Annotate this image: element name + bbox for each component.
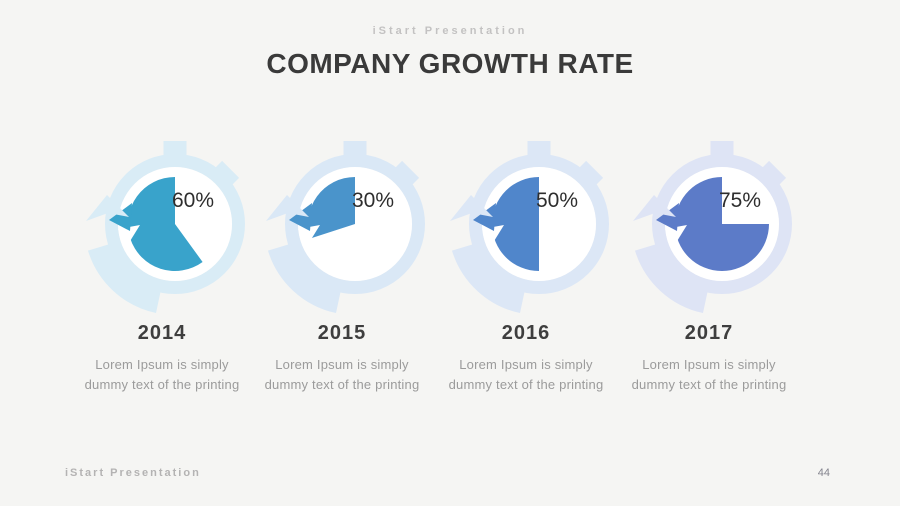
stopwatch-ring <box>285 154 425 294</box>
description-line-2: dummy text of the printing <box>264 377 420 392</box>
gauge-percent: 75% <box>719 189 762 212</box>
year-label: 2015 <box>317 322 367 344</box>
pie-sector <box>308 177 355 239</box>
stopwatch-stem <box>527 141 551 157</box>
stopwatch-icon <box>266 141 425 314</box>
page-title: COMPANY GROWTH RATE <box>266 48 634 79</box>
description-line-2: dummy text of the printing <box>631 377 787 392</box>
description-line-2: dummy text of the printing <box>84 377 240 392</box>
arrow-head-icon <box>633 195 676 221</box>
pie-beak <box>109 203 132 231</box>
gauge-caption-2014: 2014 Lorem Ipsum is simply dummy text of… <box>67 322 257 395</box>
pie-sector <box>675 177 769 271</box>
gauge-caption-2017: 2017 Lorem Ipsum is simply dummy text of… <box>614 322 804 395</box>
pie-notch <box>118 225 140 246</box>
pie-notch <box>665 225 687 246</box>
gauge-percent: 50% <box>536 189 579 212</box>
pie-beak <box>656 203 679 231</box>
stopwatch-side-button <box>212 160 240 188</box>
description-line-1: Lorem Ipsum is simply <box>95 357 229 372</box>
description-line-1: Lorem Ipsum is simply <box>642 357 776 372</box>
stopwatch-side-button <box>392 160 420 188</box>
circular-arrow-shaft <box>634 243 708 314</box>
gauge-percent: 30% <box>352 189 395 212</box>
stopwatch-gauge-2017: 75% <box>627 127 817 317</box>
stopwatch-stem <box>710 141 734 157</box>
slide-kicker: iStart Presentation <box>372 25 528 37</box>
pie-beak <box>289 203 312 231</box>
circular-arrow-shaft <box>451 243 525 314</box>
stopwatch-side-button <box>759 160 787 188</box>
description-line-2: dummy text of the printing <box>448 377 604 392</box>
stopwatch-icon <box>86 141 245 314</box>
stopwatch-ring <box>652 154 792 294</box>
stopwatch-gauge-2014: 60% <box>80 127 270 317</box>
stopwatch-ring <box>105 154 245 294</box>
footer-brand: iStart Presentation <box>65 467 201 479</box>
pie-beak <box>473 203 496 231</box>
pie-notch <box>482 225 504 246</box>
stopwatch-icon <box>450 141 609 314</box>
description-line-1: Lorem Ipsum is simply <box>275 357 409 372</box>
pie-sector <box>127 176 203 271</box>
stopwatch-gauge-2016: 50% <box>444 127 634 317</box>
year-label: 2017 <box>684 322 734 344</box>
year-label: 2014 <box>137 322 187 344</box>
gauge-percent: 60% <box>172 189 215 212</box>
page-number: 44 <box>817 467 830 479</box>
arrow-head-icon <box>86 195 129 221</box>
year-label: 2016 <box>501 322 551 344</box>
stopwatch-ring <box>469 154 609 294</box>
pie-notch <box>298 225 320 246</box>
description-line-1: Lorem Ipsum is simply <box>459 357 593 372</box>
gauge-caption-2016: 2016 Lorem Ipsum is simply dummy text of… <box>431 322 621 395</box>
pie-sector <box>492 177 539 271</box>
arrow-head-icon <box>266 195 309 221</box>
stopwatch-gauge-2015: 30% <box>260 127 450 317</box>
arrow-head-icon <box>450 195 493 221</box>
circular-arrow-shaft <box>267 243 341 314</box>
gauge-caption-2015: 2015 Lorem Ipsum is simply dummy text of… <box>247 322 437 395</box>
stopwatch-stem <box>163 141 187 157</box>
stopwatch-side-button <box>576 160 604 188</box>
circular-arrow-shaft <box>87 243 161 314</box>
stopwatch-icon <box>633 141 792 314</box>
stopwatch-stem <box>343 141 367 157</box>
